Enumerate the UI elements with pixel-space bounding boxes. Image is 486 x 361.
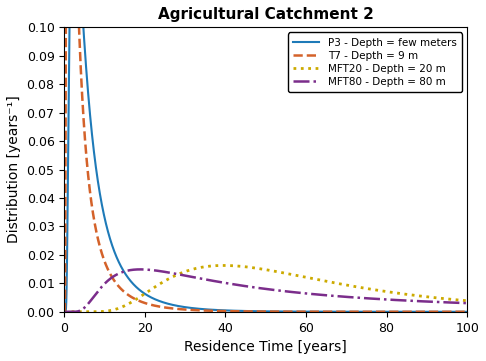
MFT80 - Depth = 80 m [61, 310, 67, 314]
MFT20 - Depth = 20 m [464, 299, 470, 303]
MFT80 - Depth = 80 m [258, 286, 264, 291]
T7 - Depth = 9 m [443, 310, 449, 314]
MFT20 - Depth = 20 m [140, 292, 146, 297]
Line: MFT20 - Depth = 20 m: MFT20 - Depth = 20 m [64, 265, 467, 312]
MFT80 - Depth = 80 m [78, 308, 84, 312]
P3 - Depth = few meters [63, 305, 69, 309]
T7 - Depth = 9 m [86, 175, 91, 179]
MFT20 - Depth = 20 m [61, 310, 67, 314]
T7 - Depth = 9 m [258, 309, 264, 314]
MFT80 - Depth = 80 m [63, 310, 69, 314]
MFT20 - Depth = 20 m [78, 310, 84, 314]
MFT20 - Depth = 20 m [221, 263, 226, 268]
T7 - Depth = 9 m [78, 70, 84, 74]
MFT80 - Depth = 80 m [86, 301, 91, 306]
P3 - Depth = few meters [140, 291, 146, 295]
P3 - Depth = few meters [61, 310, 67, 314]
X-axis label: Residence Time [years]: Residence Time [years] [184, 340, 347, 354]
Line: T7 - Depth = 9 m: T7 - Depth = 9 m [64, 0, 467, 312]
Title: Agricultural Catchment 2: Agricultural Catchment 2 [158, 7, 374, 22]
Legend: P3 - Depth = few meters, T7 - Depth = 9 m, MFT20 - Depth = 20 m, MFT80 - Depth =: P3 - Depth = few meters, T7 - Depth = 9 … [288, 32, 462, 92]
P3 - Depth = few meters [258, 309, 264, 313]
MFT20 - Depth = 20 m [63, 310, 69, 314]
MFT80 - Depth = 80 m [138, 267, 143, 271]
MFT80 - Depth = 80 m [140, 267, 146, 271]
P3 - Depth = few meters [86, 94, 91, 98]
T7 - Depth = 9 m [61, 310, 67, 314]
MFT20 - Depth = 20 m [443, 297, 449, 301]
MFT80 - Depth = 80 m [464, 301, 470, 305]
Line: P3 - Depth = few meters: P3 - Depth = few meters [64, 0, 467, 312]
P3 - Depth = few meters [443, 310, 449, 314]
MFT80 - Depth = 80 m [443, 300, 449, 305]
T7 - Depth = 9 m [464, 310, 470, 314]
MFT20 - Depth = 20 m [86, 310, 91, 314]
P3 - Depth = few meters [464, 310, 470, 314]
T7 - Depth = 9 m [140, 300, 146, 305]
MFT20 - Depth = 20 m [258, 267, 264, 271]
Line: MFT80 - Depth = 80 m: MFT80 - Depth = 80 m [64, 269, 467, 312]
Y-axis label: Distribution [years⁻¹]: Distribution [years⁻¹] [7, 96, 21, 243]
